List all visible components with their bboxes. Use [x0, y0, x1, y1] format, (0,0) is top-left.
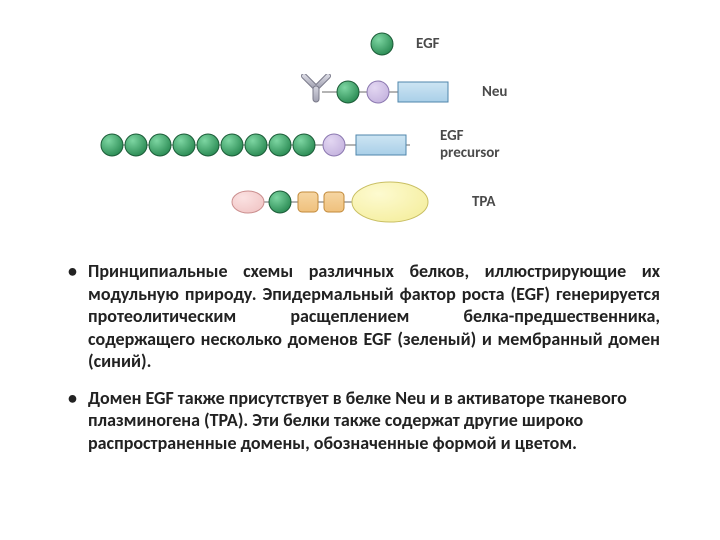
label-neu: Neu — [482, 84, 507, 101]
bullet-2: Домен EGF также присутствует в белке Neu… — [60, 387, 660, 455]
egf-domain-icon — [370, 32, 394, 56]
neu-schematic-icon — [298, 74, 470, 110]
bullet-list: Принципиальные схемы различных белков, и… — [60, 260, 660, 454]
label-egf: EGF — [416, 36, 440, 53]
slide: EGF — [0, 0, 720, 540]
label-precursor: EGF precursor — [440, 128, 500, 161]
bullet-1: Принципиальные схемы различных белков, и… — [60, 260, 660, 373]
row-egf: EGF — [60, 32, 660, 56]
tpa-schematic-icon — [230, 180, 460, 224]
row-neu: Neu — [60, 74, 660, 110]
protein-diagram: EGF — [60, 20, 660, 250]
label-tpa: TPA — [472, 194, 495, 211]
row-precursor: EGF precursor — [60, 128, 660, 161]
precursor-schematic-icon — [100, 132, 420, 158]
row-tpa: TPA — [60, 180, 660, 224]
